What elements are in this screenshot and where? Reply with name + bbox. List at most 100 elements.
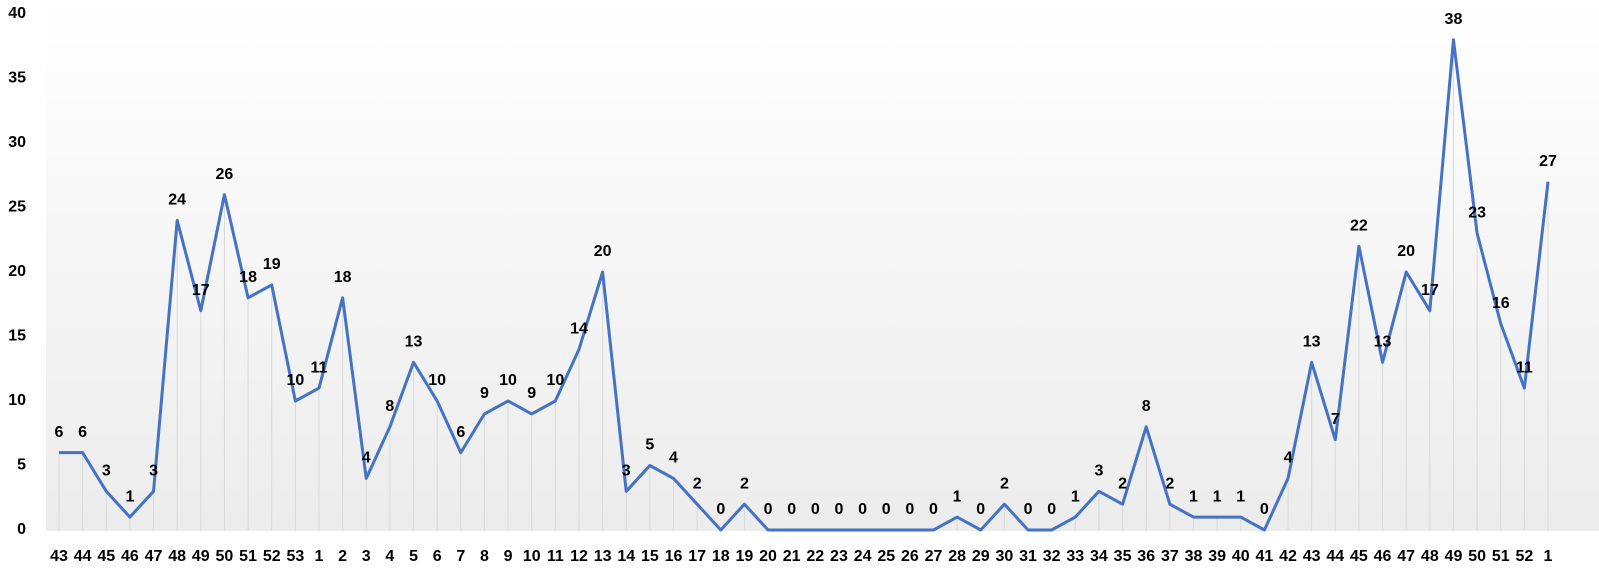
x-tick-label: 1 — [1544, 548, 1553, 565]
x-tick-label: 30 — [995, 548, 1013, 565]
y-tick-label: 5 — [17, 457, 26, 474]
data-label: 6 — [78, 424, 87, 441]
x-tick-label: 23 — [830, 548, 848, 565]
data-label: 1 — [953, 488, 962, 505]
x-tick-label: 27 — [925, 548, 943, 565]
data-label: 9 — [480, 385, 489, 402]
x-tick-label: 13 — [594, 548, 612, 565]
data-label: 10 — [546, 372, 564, 389]
data-label: 3 — [149, 463, 158, 480]
x-tick-label: 34 — [1090, 548, 1108, 565]
data-label: 13 — [405, 334, 423, 351]
data-label: 10 — [428, 372, 446, 389]
x-tick-label: 38 — [1185, 548, 1203, 565]
x-tick-label: 25 — [877, 548, 895, 565]
data-label: 13 — [1374, 334, 1392, 351]
x-tick-label: 26 — [901, 548, 919, 565]
x-tick-label: 10 — [523, 548, 541, 565]
data-label: 8 — [385, 398, 394, 415]
x-tick-label: 20 — [759, 548, 777, 565]
data-label: 5 — [645, 437, 654, 454]
data-label: 1 — [1213, 488, 1222, 505]
x-tick-label: 44 — [74, 548, 92, 565]
y-tick-label: 15 — [8, 328, 26, 345]
data-label: 26 — [216, 166, 234, 183]
x-tick-label: 7 — [456, 548, 465, 565]
x-tick-label: 37 — [1161, 548, 1179, 565]
x-tick-label: 50 — [1468, 548, 1486, 565]
x-tick-label: 36 — [1137, 548, 1155, 565]
data-label: 4 — [669, 450, 678, 467]
data-label: 0 — [1047, 501, 1056, 518]
data-label: 4 — [1284, 450, 1293, 467]
x-tick-label: 9 — [504, 548, 513, 565]
data-label: 1 — [125, 488, 134, 505]
x-tick-label: 8 — [480, 548, 489, 565]
data-label: 27 — [1539, 153, 1557, 170]
x-tick-label: 51 — [239, 548, 257, 565]
x-tick-label: 53 — [286, 548, 304, 565]
x-tick-label: 48 — [168, 548, 186, 565]
data-label: 11 — [311, 359, 328, 376]
x-tick-label: 4 — [385, 548, 394, 565]
x-tick-label: 22 — [806, 548, 824, 565]
plot-area — [46, 0, 1599, 531]
x-tick-label: 47 — [1397, 548, 1415, 565]
y-tick-label: 30 — [8, 134, 26, 151]
data-label: 11 — [1516, 359, 1533, 376]
x-tick-label: 51 — [1492, 548, 1510, 565]
data-label: 2 — [1000, 475, 1009, 492]
x-tick-label: 11 — [547, 548, 564, 565]
x-tick-label: 44 — [1326, 548, 1344, 565]
data-label: 1 — [1071, 488, 1080, 505]
y-tick-label: 25 — [8, 199, 26, 216]
x-tick-label: 50 — [216, 548, 234, 565]
x-tick-label: 35 — [1114, 548, 1132, 565]
x-tick-label: 48 — [1421, 548, 1439, 565]
x-tick-label: 12 — [570, 548, 588, 565]
data-label: 19 — [263, 256, 281, 273]
x-tick-label: 31 — [1019, 548, 1037, 565]
data-label: 17 — [1421, 282, 1439, 299]
data-label: 8 — [1142, 398, 1151, 415]
x-tick-label: 42 — [1279, 548, 1297, 565]
x-tick-label: 43 — [1303, 548, 1321, 565]
data-label: 0 — [1260, 501, 1269, 518]
data-label: 7 — [1331, 411, 1340, 428]
data-label: 20 — [594, 243, 612, 260]
x-tick-label: 17 — [688, 548, 706, 565]
data-label: 0 — [882, 501, 891, 518]
data-label: 0 — [811, 501, 820, 518]
data-label: 24 — [168, 192, 186, 209]
x-tick-label: 49 — [192, 548, 210, 565]
data-label: 23 — [1468, 205, 1486, 222]
y-tick-label: 0 — [17, 521, 26, 538]
x-tick-label: 45 — [1350, 548, 1368, 565]
data-label: 0 — [834, 501, 843, 518]
data-label: 17 — [192, 282, 210, 299]
x-tick-label: 19 — [736, 548, 754, 565]
line — [59, 38, 1550, 532]
data-label: 10 — [286, 372, 304, 389]
x-tick-label: 33 — [1066, 548, 1084, 565]
data-label: 6 — [55, 424, 64, 441]
data-label: 0 — [716, 501, 725, 518]
data-label: 0 — [1024, 501, 1033, 518]
x-tick-label: 24 — [854, 548, 872, 565]
data-label: 18 — [334, 269, 352, 286]
data-label: 0 — [764, 501, 773, 518]
data-label: 2 — [1165, 475, 1174, 492]
data-label: 2 — [740, 475, 749, 492]
y-tick-label: 20 — [8, 263, 26, 280]
y-tick-label: 40 — [8, 5, 26, 22]
data-label: 2 — [693, 475, 702, 492]
x-tick-label: 28 — [948, 548, 966, 565]
x-tick-label: 52 — [1515, 548, 1533, 565]
data-label: 0 — [787, 501, 796, 518]
y-tick-label: 35 — [8, 70, 26, 87]
x-tick-label: 45 — [97, 548, 115, 565]
data-label: 13 — [1303, 334, 1321, 351]
data-label: 20 — [1397, 243, 1415, 260]
x-tick-label: 46 — [121, 548, 139, 565]
